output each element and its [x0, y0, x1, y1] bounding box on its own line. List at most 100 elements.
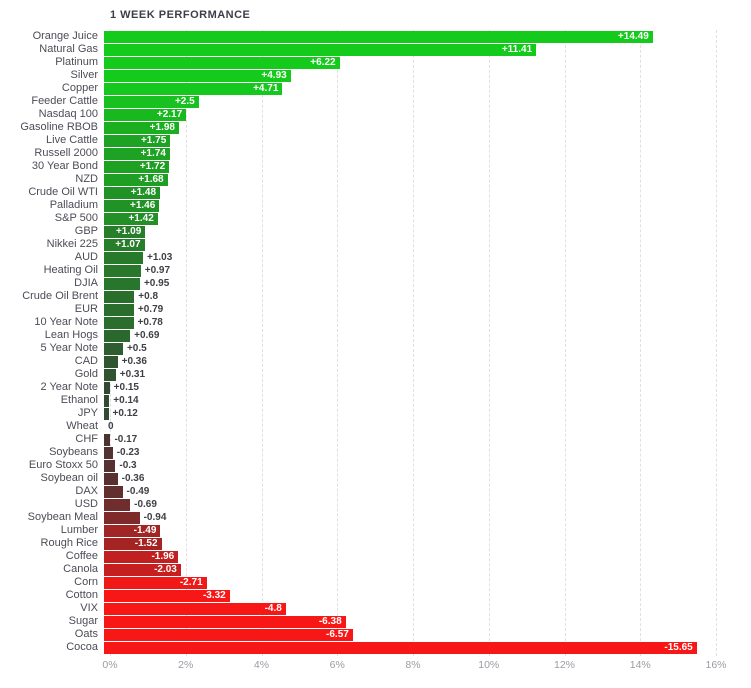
performance-bar[interactable] [104, 329, 131, 342]
row-label[interactable]: DJIA [74, 277, 98, 289]
row-label[interactable]: Natural Gas [39, 43, 98, 55]
performance-bar[interactable]: +1.07 [104, 238, 145, 251]
row-label[interactable]: Feeder Cattle [31, 95, 98, 107]
performance-bar[interactable] [104, 290, 135, 303]
row-label[interactable]: Gold [74, 368, 98, 380]
row-label[interactable]: Cotton [65, 589, 98, 601]
performance-bar[interactable]: +14.49 [104, 30, 653, 43]
chart-row: Crude Oil Brent +0.8 [0, 290, 751, 303]
performance-bar[interactable]: +6.22 [104, 56, 340, 69]
row-label[interactable]: 30 Year Bond [31, 160, 98, 172]
performance-bar[interactable]: +1.48 [104, 186, 161, 199]
row-label[interactable]: Crude Oil WTI [28, 186, 98, 198]
row-label[interactable]: 10 Year Note [34, 316, 98, 328]
performance-bar[interactable]: -4.8 [104, 602, 286, 615]
row-label[interactable]: Ethanol [60, 394, 98, 406]
performance-bar[interactable]: +1.98 [104, 121, 179, 134]
performance-bar[interactable]: -6.57 [104, 628, 353, 641]
row-label[interactable]: 2 Year Note [40, 381, 99, 393]
performance-bar[interactable]: +1.72 [104, 160, 170, 173]
performance-bar[interactable] [104, 277, 140, 290]
row-label[interactable]: Lumber [60, 524, 98, 536]
performance-bar[interactable]: -1.96 [104, 550, 179, 563]
performance-bar[interactable]: +4.93 [104, 69, 291, 82]
performance-bar[interactable]: -2.03 [104, 563, 181, 576]
bar-area: -0.17 [104, 433, 710, 446]
performance-bar[interactable]: -1.49 [104, 524, 161, 537]
performance-bar[interactable] [104, 446, 113, 459]
row-label[interactable]: Soybeans [49, 446, 98, 458]
row-label[interactable]: Nasdaq 100 [38, 108, 98, 120]
performance-bar[interactable]: -15.65 [104, 641, 697, 654]
row-label[interactable]: Crude Oil Brent [22, 290, 98, 302]
row-label[interactable]: 5 Year Note [40, 342, 99, 354]
row-label[interactable]: Silver [70, 69, 98, 81]
row-label[interactable]: AUD [74, 251, 98, 263]
performance-bar[interactable]: +1.46 [104, 199, 160, 212]
row-label[interactable]: DAX [75, 485, 98, 497]
row-label[interactable]: JPY [77, 407, 98, 419]
row-label[interactable]: Nikkei 225 [46, 238, 98, 250]
row-label[interactable]: Soybean oil [40, 472, 99, 484]
row-label[interactable]: Gasoline RBOB [20, 121, 98, 133]
performance-bar[interactable] [104, 342, 123, 355]
performance-bar[interactable] [104, 498, 131, 511]
row-label[interactable]: Platinum [55, 56, 98, 68]
performance-bar[interactable] [104, 485, 123, 498]
performance-bar[interactable]: +1.09 [104, 225, 146, 238]
performance-bar[interactable] [104, 303, 134, 316]
row-label[interactable]: Euro Stoxx 50 [28, 459, 98, 471]
performance-bar[interactable]: +2.17 [104, 108, 187, 121]
performance-bar[interactable]: -6.38 [104, 615, 346, 628]
row-label[interactable]: Orange Juice [32, 30, 98, 42]
performance-bar[interactable] [104, 264, 141, 277]
performance-bar[interactable] [104, 368, 116, 381]
performance-bar[interactable] [104, 511, 140, 524]
bar-area: +0.36 [104, 355, 710, 368]
performance-bar[interactable]: +1.42 [104, 212, 158, 225]
performance-bar[interactable] [104, 381, 110, 394]
row-label[interactable]: NZD [75, 173, 98, 185]
row-label[interactable]: Rough Rice [40, 537, 98, 549]
performance-bar[interactable]: +11.41 [104, 43, 537, 56]
row-label[interactable]: Sugar [68, 615, 98, 627]
chart-row: NZD +1.68 [0, 173, 751, 186]
performance-bar[interactable] [104, 251, 143, 264]
row-label[interactable]: Russell 2000 [34, 147, 98, 159]
row-label[interactable]: Wheat [66, 420, 98, 432]
row-label[interactable]: Lean Hogs [44, 329, 98, 341]
performance-bar[interactable] [104, 407, 109, 420]
performance-bar[interactable]: +1.74 [104, 147, 170, 160]
row-label[interactable]: S&P 500 [54, 212, 98, 224]
row-label[interactable]: GBP [74, 225, 98, 237]
row-label[interactable]: EUR [74, 303, 98, 315]
performance-bar[interactable]: -1.52 [104, 537, 162, 550]
row-label[interactable]: Coffee [65, 550, 98, 562]
row-label[interactable]: VIX [80, 602, 98, 614]
row-label[interactable]: Soybean Meal [27, 511, 98, 523]
row-label[interactable]: Oats [74, 628, 98, 640]
performance-bar[interactable] [104, 355, 118, 368]
performance-bar[interactable] [104, 472, 118, 485]
performance-bar[interactable] [104, 459, 116, 472]
performance-bar[interactable] [104, 433, 111, 446]
row-label[interactable]: Palladium [49, 199, 98, 211]
row-label[interactable]: Live Cattle [46, 134, 98, 146]
performance-bar[interactable]: +4.71 [104, 82, 283, 95]
row-label[interactable]: CAD [74, 355, 98, 367]
performance-bar[interactable]: +1.75 [104, 134, 171, 147]
row-label[interactable]: Copper [61, 82, 98, 94]
performance-bar[interactable]: -2.71 [104, 576, 207, 589]
row-label[interactable]: USD [74, 498, 98, 510]
row-label[interactable]: Canola [63, 563, 98, 575]
performance-bar[interactable]: +1.68 [104, 173, 168, 186]
performance-bar[interactable]: +2.5 [104, 95, 199, 108]
bar-area: -0.69 [104, 498, 710, 511]
performance-bar[interactable] [104, 394, 110, 407]
row-label[interactable]: Cocoa [66, 641, 98, 653]
performance-bar[interactable] [104, 316, 134, 329]
row-label[interactable]: Heating Oil [43, 264, 98, 276]
row-label[interactable]: CHF [75, 433, 98, 445]
row-label[interactable]: Corn [74, 576, 98, 588]
performance-bar[interactable]: -3.32 [104, 589, 230, 602]
